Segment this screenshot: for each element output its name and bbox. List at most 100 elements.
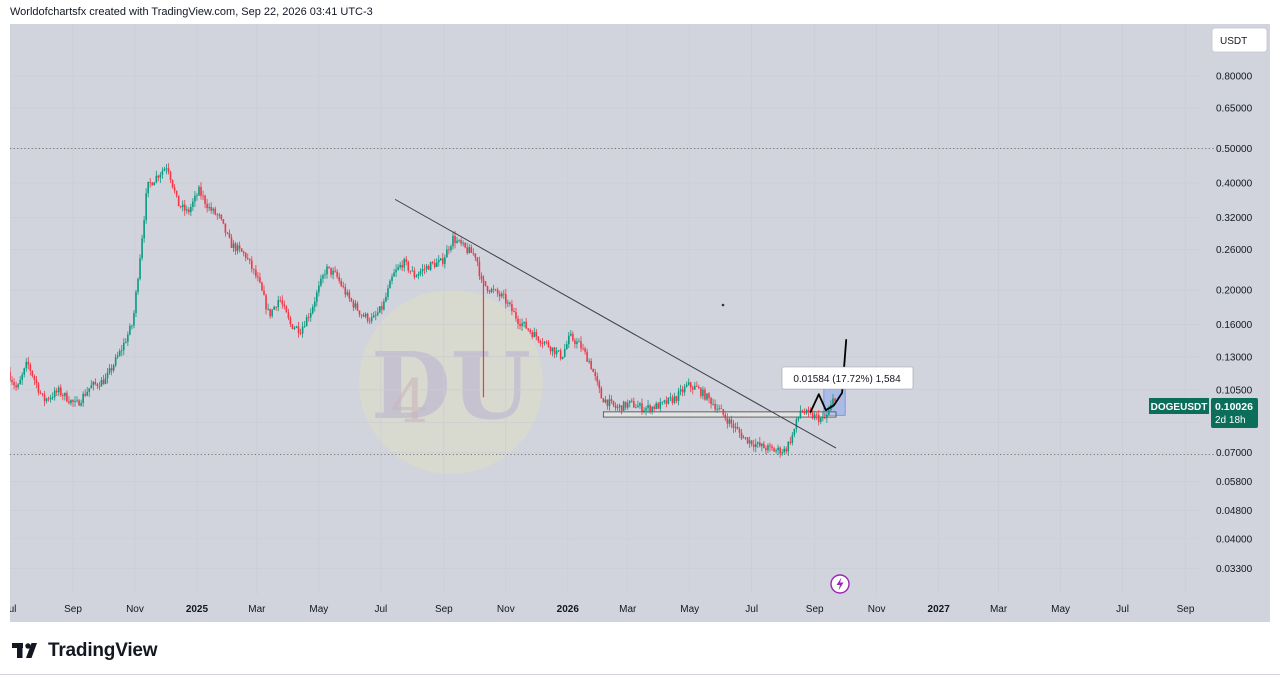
candle: [78, 399, 80, 406]
candle: [494, 288, 497, 292]
candle: [537, 336, 540, 344]
candle: [505, 288, 507, 309]
candle: [773, 446, 775, 452]
candle: [165, 163, 168, 175]
candle: [549, 345, 552, 355]
candle-body: [220, 214, 223, 220]
candle-body: [350, 298, 353, 302]
candle: [427, 264, 430, 270]
candle: [295, 325, 298, 329]
candle-body: [236, 245, 239, 252]
symbol-tag-label: DOGEUSDT: [1151, 402, 1208, 413]
candle-body: [553, 347, 556, 355]
candle-body: [612, 400, 615, 406]
candle-body: [137, 278, 139, 292]
candle-body: [421, 268, 424, 272]
candle: [37, 381, 40, 396]
candle-body: [726, 418, 729, 424]
candle: [594, 368, 597, 381]
candle-body: [181, 204, 184, 208]
candle-body: [736, 426, 739, 430]
candle: [698, 384, 700, 390]
candle-body: [492, 288, 495, 290]
candle: [70, 399, 72, 406]
candle: [19, 376, 21, 385]
candle: [584, 346, 586, 355]
currency-button[interactable]: USDT: [1211, 27, 1268, 53]
time-tick-label: 2025: [186, 604, 209, 615]
candle-body: [488, 290, 491, 292]
price-tick-label: 0.65000: [1216, 104, 1253, 115]
candle-body: [108, 368, 111, 373]
time-tick-label: Nov: [868, 604, 886, 615]
candle-body: [194, 195, 196, 202]
price-tick-label: 0.50000: [1216, 144, 1253, 155]
candle-body: [419, 271, 422, 274]
candle-body: [120, 350, 123, 352]
candle: [586, 348, 588, 362]
candle: [415, 274, 418, 278]
candle-body: [712, 403, 714, 405]
candle-body: [460, 240, 462, 244]
candle: [133, 309, 135, 329]
candle: [62, 392, 64, 401]
bottom-divider: [0, 674, 1280, 675]
candle: [82, 391, 84, 407]
candle: [108, 364, 111, 375]
chart-area[interactable]: DU 4 0.01584 (17.72%) 1,584 0.80000 0.650…: [10, 24, 1270, 622]
candle-body: [807, 409, 810, 413]
candle: [460, 237, 462, 247]
candle-body: [135, 291, 137, 313]
candle-body: [200, 186, 202, 196]
candle-body: [204, 195, 206, 204]
price-axis[interactable]: 0.80000 0.65000 0.50000 0.40000 0.32000 0.260…: [1216, 71, 1253, 575]
candle: [287, 308, 290, 321]
candle-body: [519, 323, 521, 326]
price-tick-label: 0.04000: [1216, 534, 1253, 545]
candle: [299, 328, 302, 336]
trendline[interactable]: [394, 198, 837, 449]
candle: [700, 386, 702, 399]
candle: [185, 205, 188, 214]
candle-body: [494, 289, 497, 291]
candle-body: [112, 365, 115, 371]
candle: [645, 405, 647, 416]
candle: [366, 312, 369, 324]
candle: [202, 190, 204, 201]
candle: [458, 239, 460, 243]
candle-body: [657, 403, 660, 409]
candle: [271, 308, 273, 318]
candle: [431, 260, 434, 265]
candle-body: [456, 240, 458, 243]
candle-body: [769, 445, 771, 447]
candle-body: [153, 182, 156, 186]
candle-body: [68, 401, 70, 404]
candle: [663, 399, 666, 405]
candle-body: [525, 321, 527, 329]
candle: [350, 297, 353, 303]
candle-body: [651, 406, 653, 412]
candle-body: [787, 441, 790, 452]
candle: [777, 444, 779, 456]
candle-body: [39, 392, 42, 394]
watermark-logo-icon: DU 4: [359, 290, 543, 474]
candle: [602, 397, 605, 403]
candle: [799, 405, 802, 419]
candle-body: [401, 264, 403, 268]
candle: [590, 358, 592, 370]
candle: [281, 295, 284, 309]
candle-body: [114, 357, 117, 366]
footer-brand: TradingView: [48, 640, 158, 661]
time-axis[interactable]: Jul Sep Nov 2025 Mar May Jul Sep Nov 2026 Mar May Ju…: [10, 604, 1195, 615]
candle-body: [728, 419, 731, 424]
price-chart[interactable]: DU 4 0.01584 (17.72%) 1,584 0.80000 0.650…: [10, 24, 1270, 622]
candle-body: [462, 242, 464, 244]
candle-body: [700, 388, 702, 397]
candle-body: [655, 403, 657, 409]
candle: [793, 428, 796, 438]
candle-body: [720, 408, 723, 410]
candle: [293, 326, 296, 331]
lightning-event-icon[interactable]: [830, 574, 850, 594]
candle: [649, 403, 651, 415]
candle: [736, 422, 739, 430]
